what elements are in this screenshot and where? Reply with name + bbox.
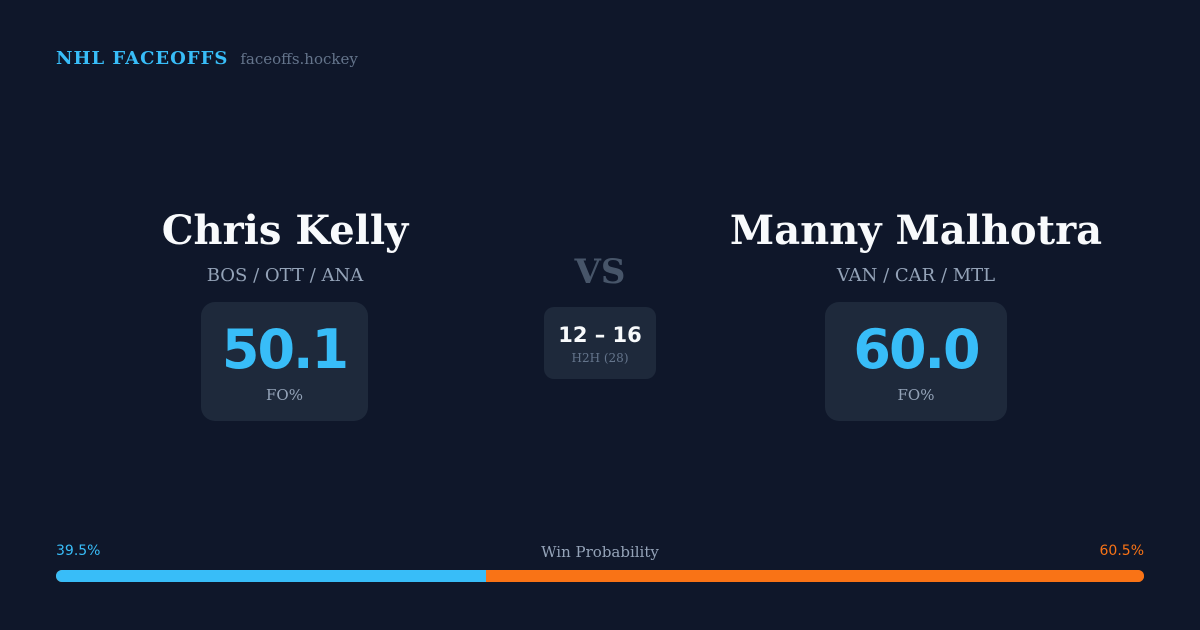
brand-name: NHL FACEOFFS: [56, 48, 229, 69]
brand-url: faceoffs.hockey: [240, 50, 358, 68]
player-left-fo-label: FO%: [266, 385, 303, 404]
player-left: Chris Kelly BOS / OTT / ANA: [80, 206, 490, 288]
player-left-fo-pct: 50.1: [221, 317, 349, 381]
brand-header: NHL FACEOFFS faceoffs.hockey: [56, 48, 358, 69]
player-right-stat-card: 60.0 FO%: [825, 302, 1007, 421]
win-probability-labels: 39.5% Win Probability 60.5%: [56, 543, 1144, 563]
player-left-teams: BOS / OTT / ANA: [206, 265, 364, 286]
win-probability-right: 60.5%: [1099, 543, 1144, 559]
player-right-name: Manny Malhotra: [729, 207, 1103, 254]
player-left-stat-card: 50.1 FO%: [201, 302, 368, 421]
vs-label: VS: [574, 252, 626, 292]
player-left-name: Chris Kelly: [161, 207, 409, 254]
player-right: Manny Malhotra VAN / CAR / MTL: [716, 206, 1116, 288]
player-right-fo-label: FO%: [897, 385, 935, 404]
h2h-score: 12 – 16: [558, 322, 642, 347]
win-probability-title: Win Probability: [541, 543, 659, 561]
win-probability-bar: [56, 570, 1144, 582]
player-right-teams: VAN / CAR / MTL: [836, 265, 996, 286]
win-probability-left: 39.5%: [56, 543, 101, 559]
win-probability-fill-right: [485, 570, 1144, 582]
player-right-fo-pct: 60.0: [853, 317, 980, 381]
win-probability-fill-left: [56, 570, 486, 582]
h2h-label: H2H (28): [571, 350, 629, 365]
h2h-card: 12 – 16 H2H (28): [544, 307, 656, 379]
